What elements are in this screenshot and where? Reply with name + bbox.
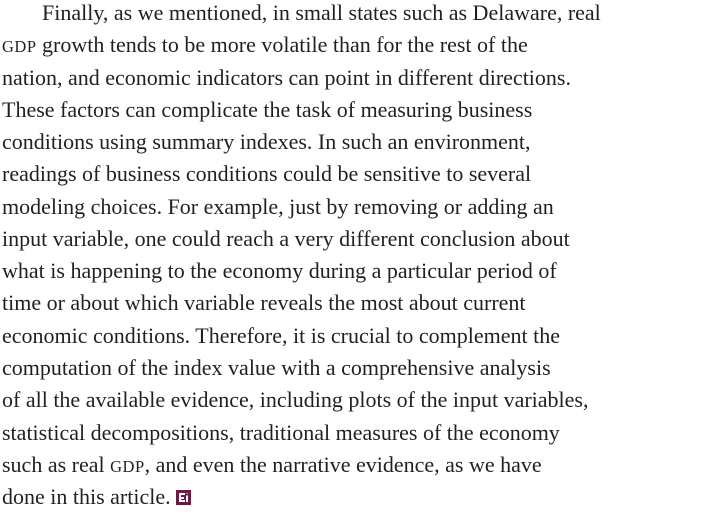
text-line: readings of business conditions could be… xyxy=(2,158,531,190)
text-line: nation, and economic indicators can poin… xyxy=(2,62,571,94)
text-line: input variable, one could reach a very d… xyxy=(2,223,570,255)
text-line: such as real GDP, and even the narrative… xyxy=(2,449,542,481)
text-segment: computation of the index value with a co… xyxy=(2,354,551,380)
end-mark-icon xyxy=(176,490,192,506)
text-segment: done in this article. xyxy=(2,484,177,510)
text-segment: of all the available evidence, including… xyxy=(2,387,589,413)
text-line: done in this article. xyxy=(2,481,192,513)
text-line: These factors can complicate the task of… xyxy=(2,94,532,126)
text-segment: readings of business conditions could be… xyxy=(2,161,532,187)
text-segment: what is happening to the economy during … xyxy=(2,258,557,284)
text-segment: , and even the narrative evidence, as we… xyxy=(144,451,542,477)
text-segment: input variable, one could reach a very d… xyxy=(2,225,570,251)
text-segment: time or about which variable reveals the… xyxy=(2,290,526,316)
text-segment: Finally, as we mentioned, in small state… xyxy=(42,0,601,25)
text-line: what is happening to the economy during … xyxy=(2,255,557,287)
abbreviation: GDP xyxy=(2,37,37,57)
text-segment: such as real xyxy=(2,451,111,477)
text-line: GDP growth tends to be more volatile tha… xyxy=(2,29,528,61)
text-segment: growth tends to be more volatile than fo… xyxy=(36,32,528,58)
text-line: time or about which variable reveals the… xyxy=(2,287,526,319)
abbreviation: GDP xyxy=(110,456,145,476)
text-segment: modeling choices. For example, just by r… xyxy=(2,193,554,219)
text-line: of all the available evidence, including… xyxy=(2,384,588,416)
text-line: conditions using summary indexes. In suc… xyxy=(2,126,531,158)
text-line: statistical decompositions, traditional … xyxy=(2,417,560,449)
text-segment: These factors can complicate the task of… xyxy=(2,96,533,122)
text-segment: statistical decompositions, traditional … xyxy=(2,419,560,445)
text-line: modeling choices. For example, just by r… xyxy=(2,191,554,223)
text-line: economic conditions. Therefore, it is cr… xyxy=(2,320,560,352)
text-line: Finally, as we mentioned, in small state… xyxy=(42,0,601,29)
text-line: computation of the index value with a co… xyxy=(2,352,551,384)
text-segment: nation, and economic indicators can poin… xyxy=(2,64,571,90)
text-segment: conditions using summary indexes. In suc… xyxy=(2,129,531,155)
text-segment: economic conditions. Therefore, it is cr… xyxy=(2,322,560,348)
